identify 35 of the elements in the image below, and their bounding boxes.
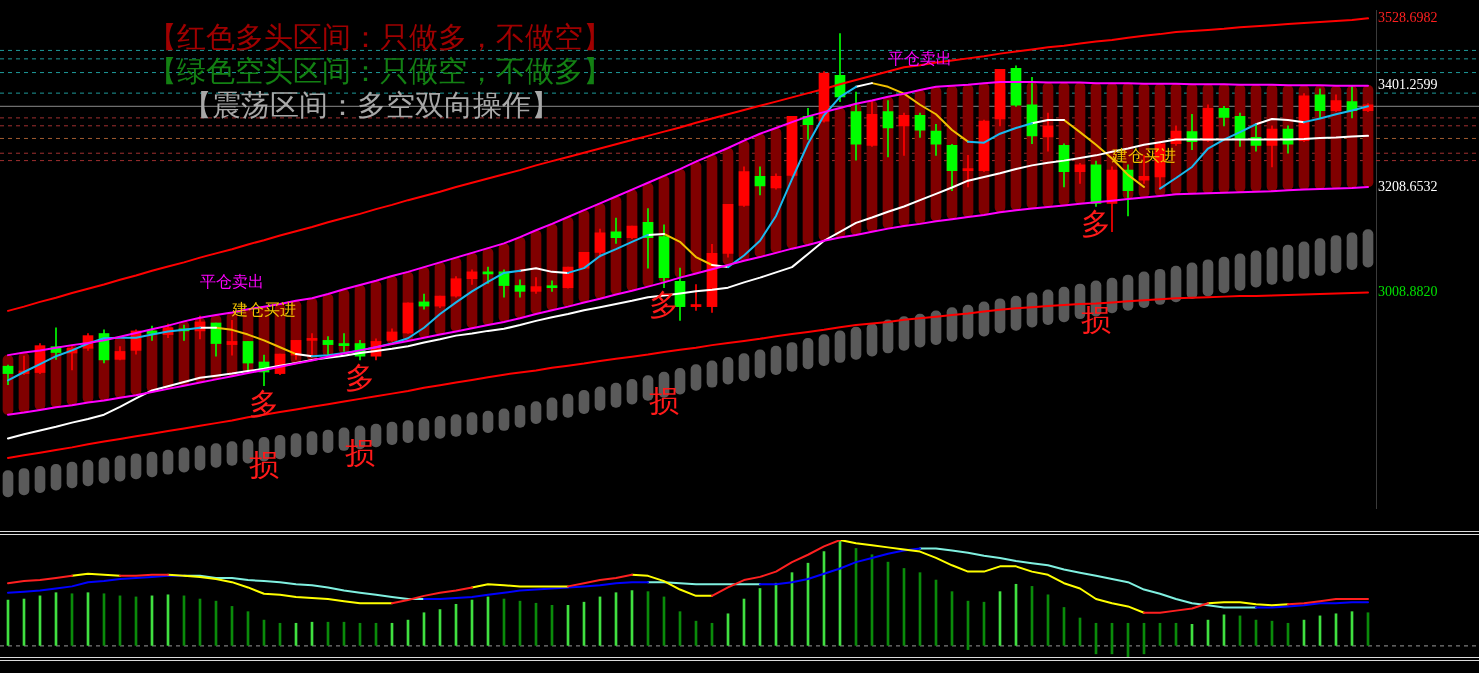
bar	[1346, 232, 1358, 271]
candlestick	[690, 284, 702, 311]
bar	[1250, 250, 1262, 288]
bar	[1330, 235, 1342, 274]
annotation: 【绿色空头区间：只做空，不做多】	[148, 54, 612, 88]
y-tick-label: 3401.2599	[1378, 77, 1438, 93]
text: 多	[649, 287, 679, 323]
bar	[1362, 229, 1374, 268]
bar	[1154, 268, 1166, 305]
bar	[1282, 244, 1294, 282]
data-label: 损	[649, 383, 679, 419]
candlestick	[338, 333, 350, 352]
bar	[1202, 259, 1214, 297]
text: 多	[1081, 206, 1111, 242]
candlestick	[962, 155, 974, 188]
candlestick	[546, 280, 558, 292]
y-tick-label: 3008.8820	[1378, 284, 1438, 300]
bar	[834, 107, 846, 238]
bar	[1186, 262, 1198, 300]
bar	[1234, 253, 1246, 291]
bar	[1218, 256, 1230, 294]
bar	[690, 161, 702, 274]
y-tick-label: 3528.6982	[1378, 10, 1438, 26]
data-label: 损	[249, 446, 279, 482]
text: 多	[249, 385, 279, 421]
y-tick-label: 3208.6532	[1378, 178, 1438, 194]
bar	[1314, 238, 1326, 276]
candlestick	[898, 112, 910, 156]
data-label: 损	[1081, 301, 1111, 337]
data-label: 损	[345, 434, 375, 470]
data-label: 平仓卖出	[200, 271, 264, 291]
bar	[1298, 241, 1310, 280]
bar	[1266, 247, 1278, 285]
annotation: 【红色多头区间：只做多，不做空】	[148, 20, 612, 54]
text: 多	[345, 359, 375, 395]
